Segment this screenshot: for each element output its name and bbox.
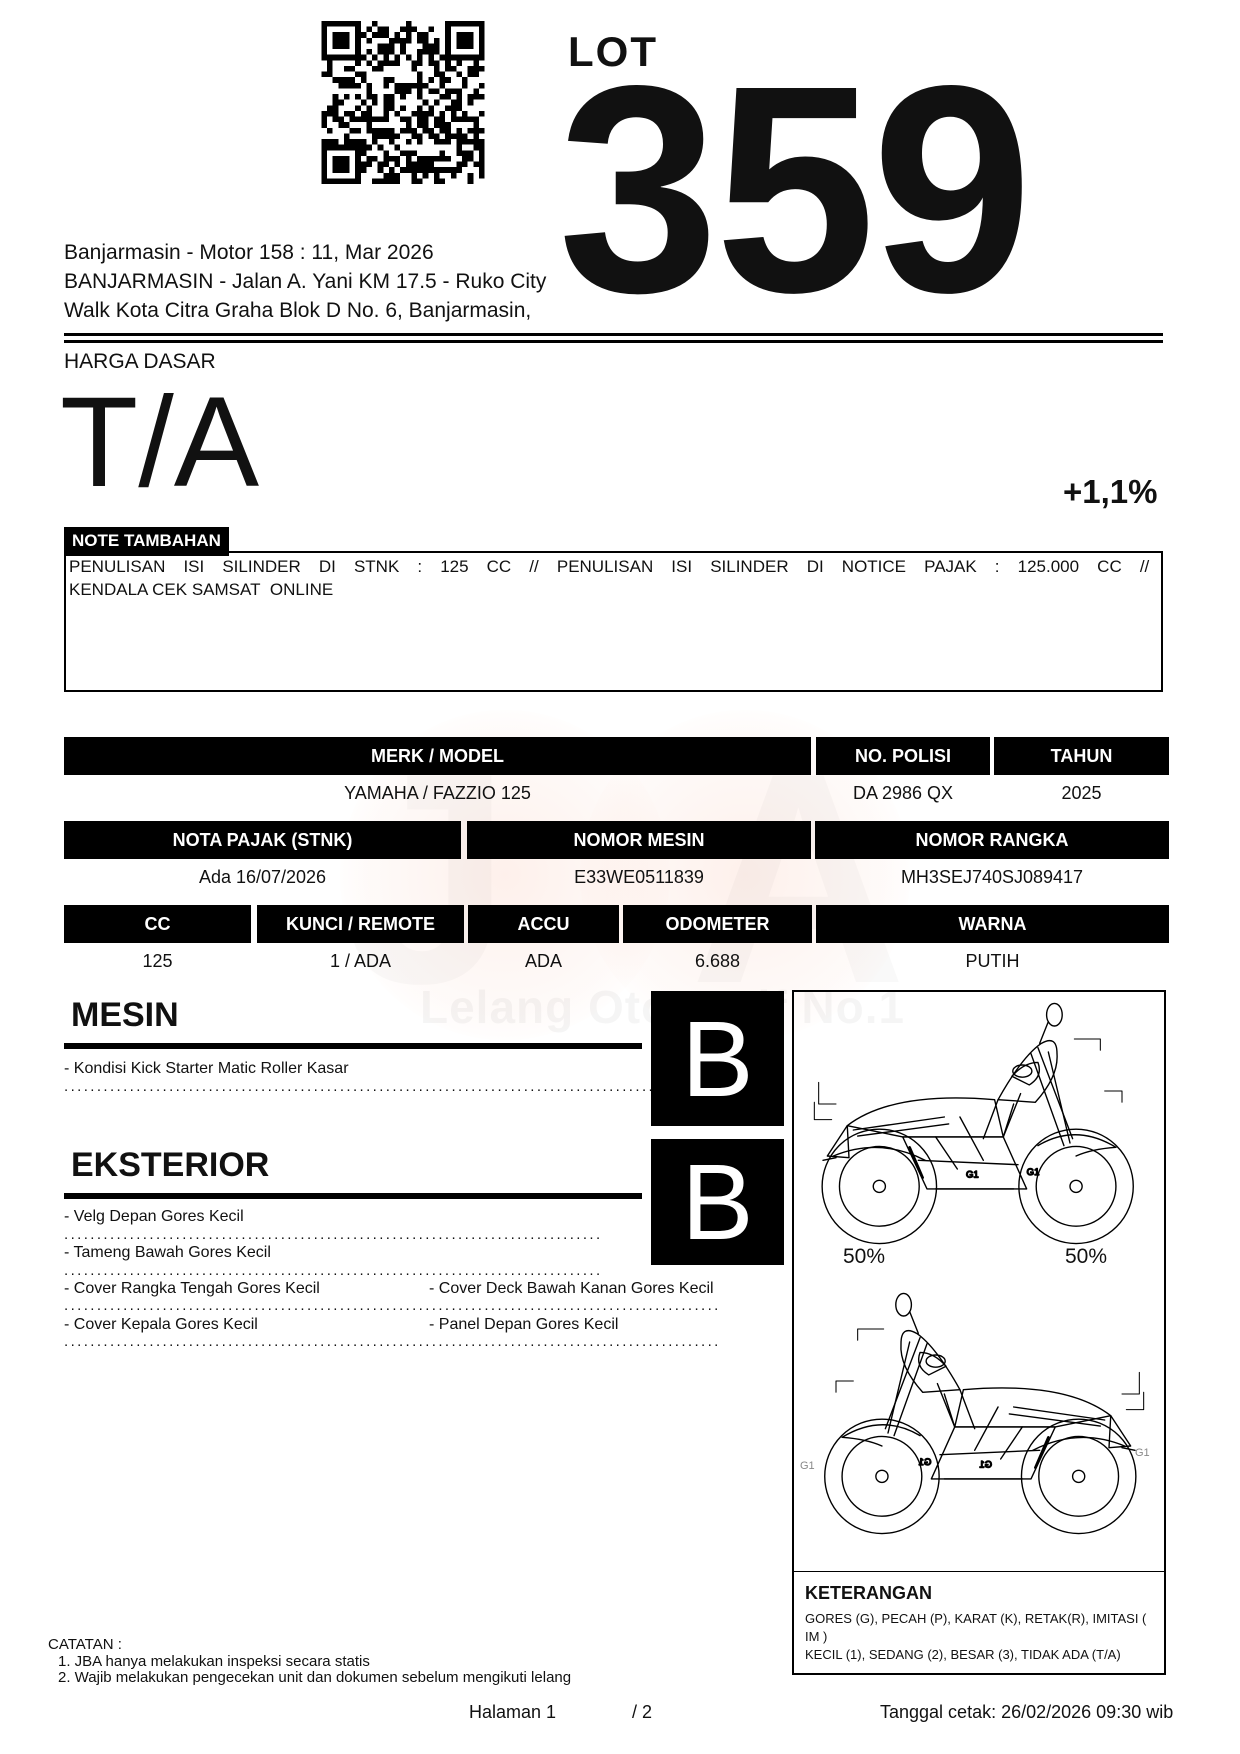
svg-text:G1: G1 [979,1460,992,1471]
svg-text:G1: G1 [919,1457,932,1468]
svg-text:G1: G1 [966,1170,979,1181]
svg-text:G1: G1 [1027,1167,1040,1178]
